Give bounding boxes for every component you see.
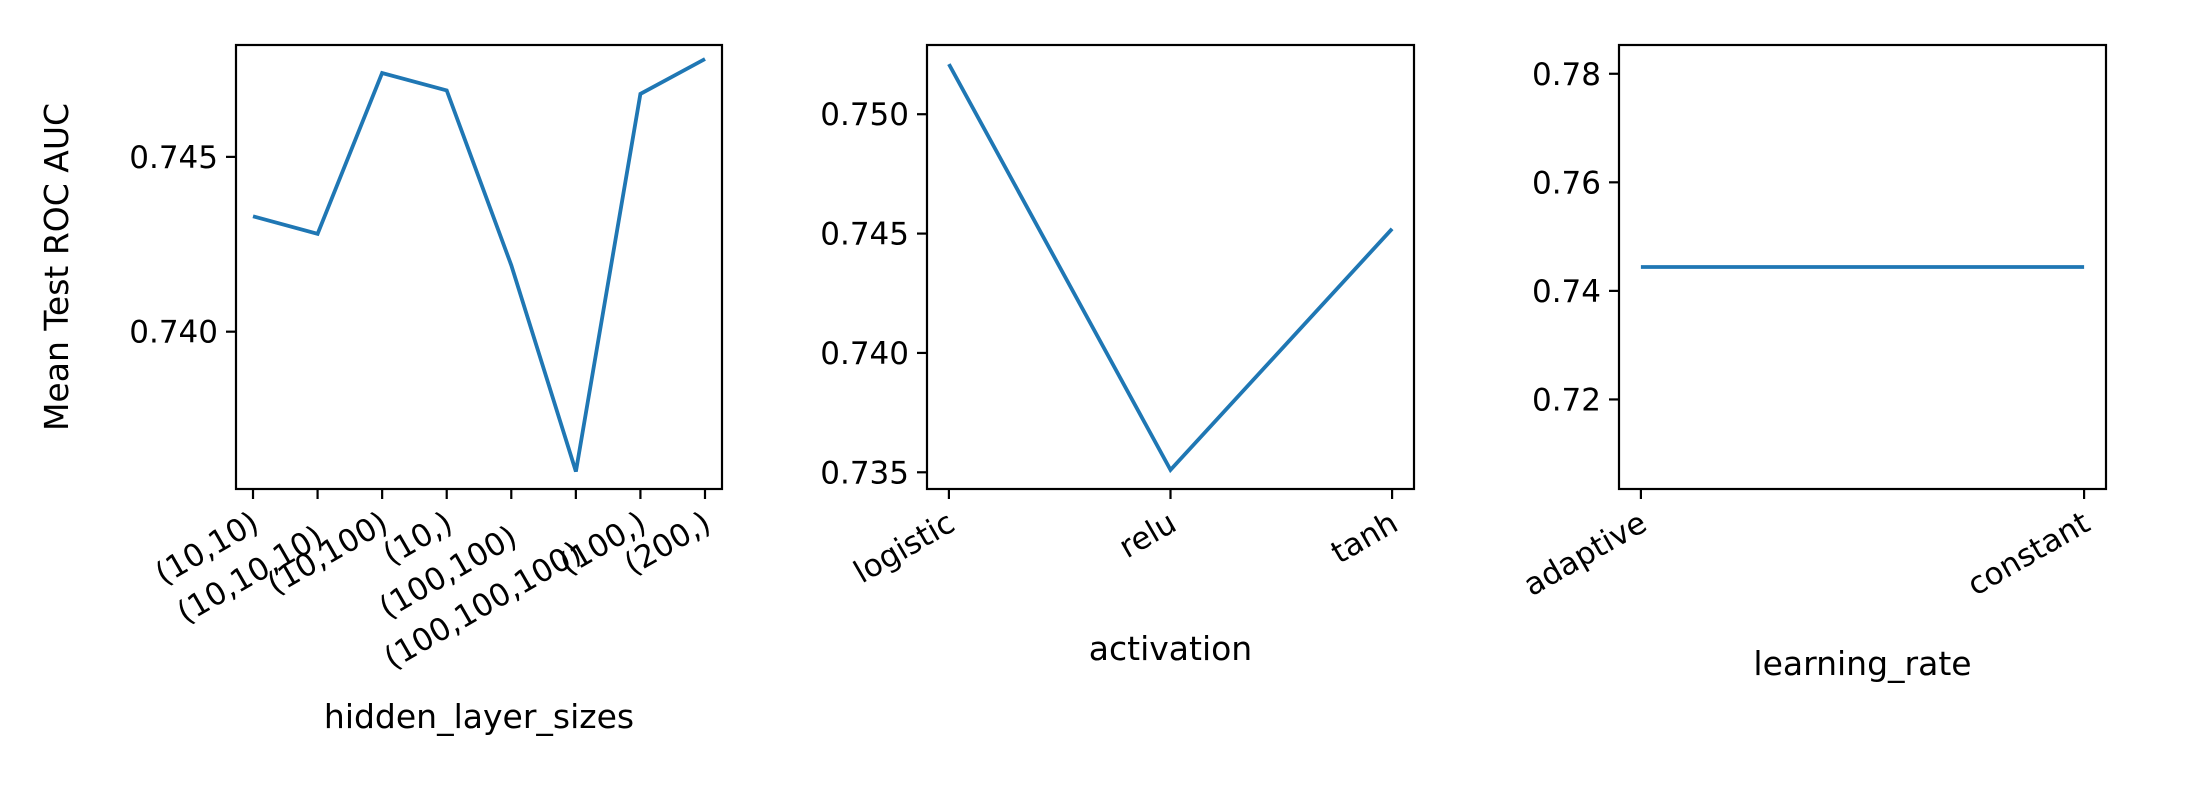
y-tick-label: 0.78	[1532, 57, 1601, 93]
y-tick-label: 0.735	[820, 455, 909, 491]
subplot-1: 0.7400.745(10,10)(10,10,10)(10,100)(10,)…	[37, 43, 724, 736]
y-tick-label: 0.740	[129, 315, 218, 351]
x-tick-label: adaptive	[1518, 505, 1653, 604]
axes-frame	[1617, 43, 2108, 491]
y-tick-label: 0.745	[129, 140, 218, 176]
y-tick-label: 0.72	[1532, 382, 1601, 418]
x-axis-label: learning_rate	[1753, 644, 1971, 683]
x-axis-label: hidden_layer_sizes	[324, 697, 634, 736]
y-axis-label: Mean Test ROC AUC	[37, 103, 76, 431]
y-tick-label: 0.745	[820, 217, 909, 253]
series-line	[252, 57, 706, 473]
x-tick-label: tanh	[1325, 505, 1404, 571]
x-tick-label: constant	[1961, 505, 2096, 604]
subplot-3: 0.72 0.74 0.76 0.78 adaptive constant learning…	[1518, 43, 2108, 683]
x-axis-label: activation	[1089, 629, 1252, 668]
y-tick-label: 0.750	[820, 97, 909, 133]
x-tick-label: relu	[1113, 505, 1182, 566]
y-tick-label: 0.740	[820, 336, 909, 372]
y-tick-label: 0.76	[1532, 165, 1601, 201]
axes-frame	[234, 43, 724, 491]
subplot-2: 0.735 0.740 0.745 0.750 logistic relu tanh acti…	[820, 43, 1416, 668]
series-line	[947, 63, 1394, 474]
axes-frame	[925, 43, 1416, 491]
y-tick-label: 0.74	[1532, 274, 1601, 310]
x-tick-label: logistic	[848, 505, 961, 591]
